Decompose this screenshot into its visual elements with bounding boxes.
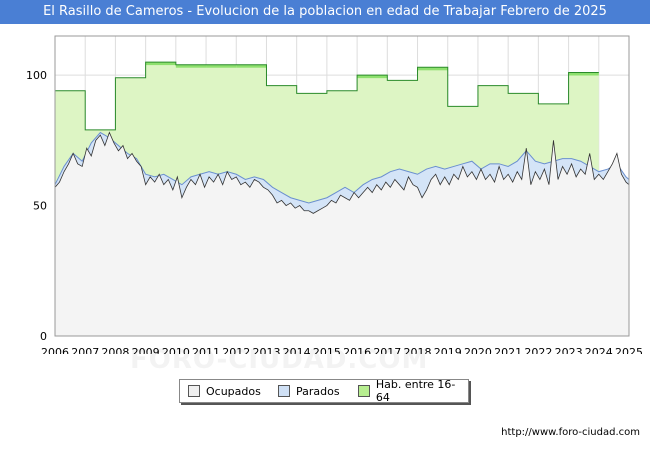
legend: Ocupados Parados Hab. entre 16-64 bbox=[179, 378, 469, 404]
legend-label-ocupados: Ocupados bbox=[206, 384, 261, 398]
x-tick-label: 2010 bbox=[162, 346, 190, 354]
x-tick-label: 2017 bbox=[373, 346, 401, 354]
x-tick-label: 2019 bbox=[434, 346, 462, 354]
x-tick-label: 2022 bbox=[524, 346, 552, 354]
x-tick-label: 2018 bbox=[404, 346, 432, 354]
ocupados-line bbox=[54, 131, 630, 214]
hab-cap bbox=[175, 64, 207, 68]
legend-swatch-ocupados bbox=[188, 385, 200, 397]
watermark: FORO-CIUDAD.COM bbox=[130, 345, 429, 375]
y-tick-label: 50 bbox=[33, 200, 47, 213]
x-tick-label: 2014 bbox=[283, 346, 311, 354]
legend-item-ocupados: Ocupados bbox=[188, 380, 261, 402]
legend-item-hab: Hab. entre 16-64 bbox=[358, 378, 468, 404]
hab-cap bbox=[145, 62, 176, 66]
x-tick-label: 2009 bbox=[132, 346, 160, 354]
chart-title: El Rasillo de Cameros - Evolucion de la … bbox=[43, 4, 607, 19]
hab-cap bbox=[206, 64, 237, 68]
hab-cap bbox=[236, 64, 267, 68]
hab-cap bbox=[357, 75, 388, 79]
legend-label-hab: Hab. entre 16-64 bbox=[375, 378, 456, 404]
x-tick-label: 2013 bbox=[252, 346, 280, 354]
ocupados-area bbox=[55, 132, 629, 336]
legend-swatch-hab bbox=[358, 385, 370, 397]
x-tick-label: 2011 bbox=[192, 346, 220, 354]
plot-border bbox=[54, 35, 630, 337]
parados-line bbox=[54, 131, 630, 204]
x-tick-label: 2025 bbox=[615, 346, 643, 354]
hab-line bbox=[55, 61, 599, 131]
x-tick-label: 2015 bbox=[313, 346, 341, 354]
x-tick-label: 2008 bbox=[101, 346, 129, 354]
x-tick-label: 2012 bbox=[222, 346, 250, 354]
x-tick-label: 2020 bbox=[464, 346, 492, 354]
title-bar bbox=[0, 0, 650, 24]
y-tick-label: 0 bbox=[40, 330, 47, 343]
y-tick-label: 100 bbox=[26, 69, 47, 82]
x-tick-label: 2021 bbox=[494, 346, 522, 354]
x-tick-label: 2024 bbox=[585, 346, 613, 354]
x-tick-label: 2023 bbox=[555, 346, 583, 354]
legend-label-parados: Parados bbox=[296, 384, 340, 398]
hab-cap bbox=[568, 72, 599, 76]
legend-swatch-parados bbox=[278, 385, 290, 397]
footer-url: http://www.foro-ciudad.com bbox=[501, 427, 640, 438]
legend-item-parados: Parados bbox=[278, 380, 340, 402]
hab-cap bbox=[417, 67, 448, 71]
x-tick-label: 2007 bbox=[71, 346, 99, 354]
x-tick-label: 2016 bbox=[343, 346, 371, 354]
x-tick-label: 2006 bbox=[41, 346, 69, 354]
